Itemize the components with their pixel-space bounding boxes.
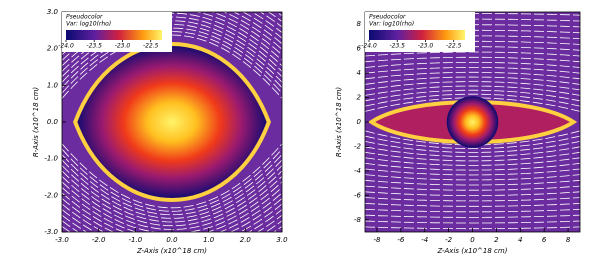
streamline [364,67,581,74]
x-tick-label: -4 [421,236,428,244]
legend-var: Var: log10(rho) [66,21,111,28]
x-tick-label: -8 [373,236,381,244]
y-tick-label: 6 [357,45,362,53]
streamline [364,85,581,96]
streamline [364,179,581,186]
y-axis-label: R-Axis (x10^18 cm) [335,87,343,158]
legend-title: Pseudocolor [369,14,406,21]
x-tick-label: 0.0 [166,236,178,244]
x-axis-label: Z-Axis (x10^18 cm) [437,247,508,255]
streamline [61,226,283,267]
x-tick-label: -6 [397,236,405,244]
x-tick-label: 6 [542,236,547,244]
streamline [364,76,581,85]
streamline [364,191,581,196]
streamline [364,71,581,80]
y-tick-label: -8 [354,216,362,224]
colorbar-tick-label: -23.0 [418,43,434,50]
streamline [61,31,283,94]
x-tick-label: 4 [518,236,522,244]
y-tick-label: 1.0 [47,81,59,89]
y-tick-label: -1.0 [44,155,58,163]
streamline [364,203,581,207]
streamline [61,27,283,88]
streamline [364,174,581,181]
streamline [61,165,283,223]
colorbar-tick-label: -22.5 [446,43,462,50]
streamline [364,56,581,63]
legend-var: Var: log10(rho) [369,21,414,28]
x-tick-label: 0 [470,236,475,244]
streamline [61,187,283,238]
y-tick-label: -3.0 [44,228,58,236]
y-tick-label: 4 [357,69,361,77]
colorbar [369,30,465,40]
legend-title: Pseudocolor [66,14,103,21]
streamline [364,220,581,224]
streamline [61,148,283,212]
y-tick-label: 2 [357,94,362,102]
y-tick-label: 0 [357,118,362,126]
streamline [61,0,283,33]
streamline [364,81,581,91]
colorbar-tick-label: -24.0 [58,43,74,50]
streamline [364,185,581,191]
streamline [61,231,283,272]
streamline [364,208,581,213]
y-tick-label: -2 [354,142,362,150]
colorbar [66,30,162,40]
y-tick-label: 2.0 [47,45,59,53]
streamline [61,220,283,263]
core [446,96,499,148]
streamline [61,237,283,276]
streamline [61,209,283,255]
y-tick-label: 8 [357,20,362,28]
x-tick-label: -2.0 [92,236,106,244]
streamline [364,141,581,153]
streamline [364,157,581,166]
streamline [364,89,581,102]
x-tick-label: -1.0 [128,236,142,244]
streamline [364,162,581,171]
x-tick-label: 3.0 [276,236,288,244]
streamline [364,214,581,218]
shell [73,42,271,202]
streamline [364,168,581,176]
colorbar-tick-label: -24.0 [361,43,377,50]
streamline [61,214,283,259]
x-tick-label: -3.0 [55,236,69,244]
y-tick-label: 3.0 [47,8,59,16]
streamline [61,198,283,246]
streamline [61,0,283,28]
x-tick-label: -2 [445,236,453,244]
streamline [61,192,283,242]
x-tick-label: 8 [566,236,571,244]
streamline [364,135,581,149]
y-tick-label: -6 [354,191,362,199]
y-tick-label: -4 [354,167,361,175]
streamline [61,154,283,216]
colorbar-tick-label: -23.0 [115,43,131,50]
y-axis-label: R-Axis (x10^18 cm) [32,87,40,158]
streamline [364,197,581,202]
x-tick-label: 2 [494,236,499,244]
x-tick-label: 2.0 [240,236,252,244]
streamline [364,62,581,68]
y-tick-label: -2.0 [44,191,58,199]
streamline [364,146,581,157]
streamline [364,93,581,107]
streamline [61,170,283,227]
streamline [61,181,283,234]
streamline [61,143,283,209]
colorbar-tick-label: -23.5 [86,43,102,50]
y-tick-label: 0.0 [47,118,59,126]
x-axis-label: Z-Axis (x10^18 cm) [136,247,207,255]
x-tick-label: 1.0 [203,236,215,244]
colorbar-tick-label: -23.5 [389,43,405,50]
streamline [364,151,581,162]
colorbar-tick-label: -22.5 [143,43,159,50]
